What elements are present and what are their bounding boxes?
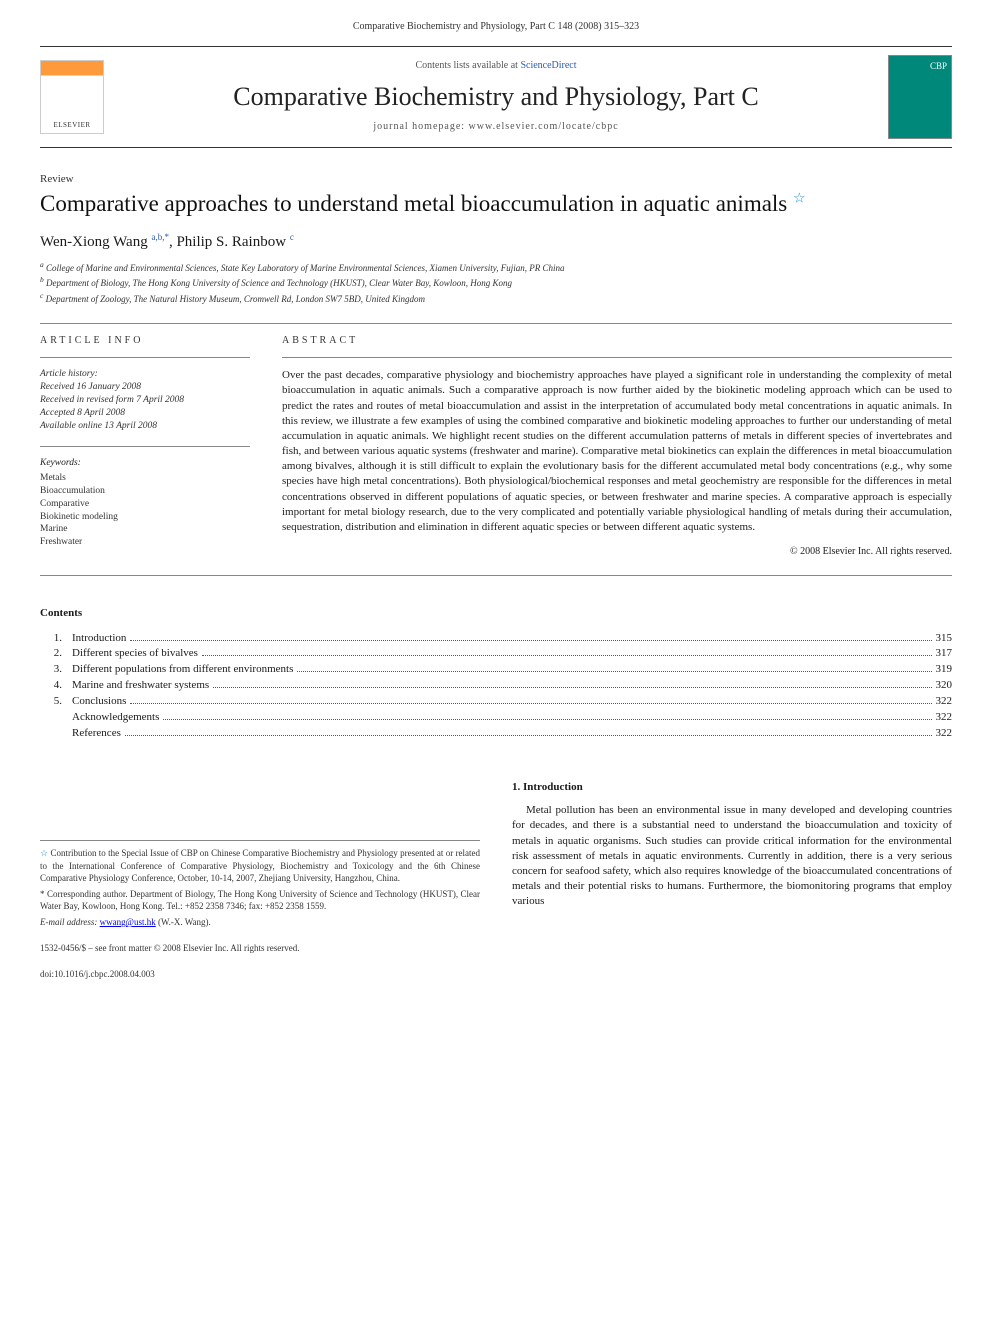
- toc-page: 322: [936, 694, 953, 709]
- contents-prefix: Contents lists available at: [415, 60, 520, 71]
- journal-cover-thumbnail: CBP: [888, 55, 952, 139]
- toc-label: References: [72, 726, 121, 741]
- affiliation: a College of Marine and Environmental Sc…: [40, 260, 952, 274]
- affiliation-list: a College of Marine and Environmental Sc…: [40, 260, 952, 304]
- author: Wen-Xiong Wang a,b,*: [40, 234, 169, 250]
- toc-page: 320: [936, 678, 953, 693]
- author: Philip S. Rainbow c: [176, 234, 293, 250]
- contents-available-line: Contents lists available at ScienceDirec…: [120, 59, 872, 73]
- author-email-link[interactable]: wwang@ust.hk: [100, 917, 156, 927]
- divider: [282, 357, 952, 358]
- toc-label: Marine and freshwater systems: [72, 678, 209, 693]
- footnotes: ☆ Contribution to the Special Issue of C…: [40, 840, 480, 928]
- history-revised: Received in revised form 7 April 2008: [40, 394, 250, 407]
- toc-row[interactable]: 5. Conclusions 322: [40, 694, 952, 709]
- toc-leader-dots: [130, 640, 931, 641]
- history-received: Received 16 January 2008: [40, 381, 250, 394]
- title-text: Comparative approaches to understand met…: [40, 191, 787, 216]
- toc-number: 1.: [40, 631, 62, 646]
- toc-number: 2.: [40, 646, 62, 661]
- toc-number: 3.: [40, 662, 62, 677]
- toc-row[interactable]: 1. Introduction 315: [40, 631, 952, 646]
- sciencedirect-link[interactable]: ScienceDirect: [520, 60, 576, 71]
- elsevier-logo: [40, 60, 104, 134]
- divider: [40, 446, 250, 447]
- running-head: Comparative Biochemistry and Physiology,…: [40, 20, 952, 34]
- keyword: Metals: [40, 472, 250, 485]
- homepage-prefix: journal homepage:: [373, 121, 468, 132]
- abstract-text: Over the past decades, comparative physi…: [282, 368, 952, 535]
- keyword: Marine: [40, 523, 250, 536]
- toc-leader-dots: [297, 671, 931, 672]
- copyright-line: © 2008 Elsevier Inc. All rights reserved…: [282, 545, 952, 559]
- history-header: Article history:: [40, 368, 250, 381]
- table-of-contents: 1. Introduction 315 2. Different species…: [40, 631, 952, 741]
- author-list: Wen-Xiong Wang a,b,*, Philip S. Rainbow …: [40, 231, 952, 252]
- toc-page: 319: [936, 662, 953, 677]
- affiliation: b Department of Biology, The Hong Kong U…: [40, 275, 952, 289]
- toc-leader-dots: [125, 735, 932, 736]
- corresponding-footnote: * Corresponding author. Department of Bi…: [40, 888, 480, 912]
- toc-label: Conclusions: [72, 694, 126, 709]
- affiliation: c Department of Zoology, The Natural His…: [40, 291, 952, 305]
- article-info-label: ARTICLE INFO: [40, 334, 250, 348]
- toc-number: 5.: [40, 694, 62, 709]
- keyword: Bioaccumulation: [40, 485, 250, 498]
- email-suffix: (W.-X. Wang).: [158, 917, 211, 927]
- journal-homepage-url: www.elsevier.com/locate/cbpc: [469, 121, 619, 132]
- intro-paragraph: Metal pollution has been an environmenta…: [512, 803, 952, 909]
- abstract-label: ABSTRACT: [282, 334, 952, 348]
- keyword: Comparative: [40, 498, 250, 511]
- email-label: E-mail address:: [40, 917, 97, 927]
- doi-line: doi:10.1016/j.cbpc.2008.04.003: [40, 968, 480, 980]
- article-type: Review: [40, 172, 952, 187]
- contents-header: Contents: [40, 606, 952, 621]
- author-marks: c: [290, 232, 294, 242]
- email-footnote: E-mail address: wwang@ust.hk (W.-X. Wang…: [40, 916, 480, 928]
- toc-row[interactable]: Acknowledgements 322: [40, 710, 952, 725]
- keyword: Freshwater: [40, 536, 250, 549]
- divider: [40, 357, 250, 358]
- toc-label: Introduction: [72, 631, 126, 646]
- toc-row[interactable]: 2. Different species of bivalves 317: [40, 646, 952, 661]
- toc-row[interactable]: 3. Different populations from different …: [40, 662, 952, 677]
- toc-label: Different populations from different env…: [72, 662, 293, 677]
- toc-row[interactable]: 4. Marine and freshwater systems 320: [40, 678, 952, 693]
- title-footnote-mark-icon: ☆: [793, 192, 806, 207]
- journal-homepage-line: journal homepage: www.elsevier.com/locat…: [120, 120, 872, 134]
- author-name: Philip S. Rainbow: [176, 234, 286, 250]
- toc-page: 317: [936, 646, 953, 661]
- toc-label: Different species of bivalves: [72, 646, 198, 661]
- article-history: Article history: Received 16 January 200…: [40, 368, 250, 432]
- author-name: Wen-Xiong Wang: [40, 234, 148, 250]
- toc-leader-dots: [130, 703, 931, 704]
- toc-page: 315: [936, 631, 953, 646]
- author-marks: a,b,*: [151, 232, 169, 242]
- history-online: Available online 13 April 2008: [40, 420, 250, 433]
- keywords-header: Keywords:: [40, 457, 250, 470]
- history-accepted: Accepted 8 April 2008: [40, 407, 250, 420]
- keywords-list: Metals Bioaccumulation Comparative Bioki…: [40, 472, 250, 549]
- toc-label: Acknowledgements: [72, 710, 159, 725]
- article-title: Comparative approaches to understand met…: [40, 190, 952, 219]
- divider: [40, 575, 952, 576]
- asterisk-icon: *: [40, 889, 45, 899]
- toc-leader-dots: [202, 655, 932, 656]
- toc-leader-dots: [163, 719, 931, 720]
- toc-page: 322: [936, 726, 953, 741]
- contribution-footnote: ☆ Contribution to the Special Issue of C…: [40, 847, 480, 883]
- issn-line: 1532-0456/$ – see front matter © 2008 El…: [40, 942, 480, 954]
- keyword: Biokinetic modeling: [40, 511, 250, 524]
- journal-name: Comparative Biochemistry and Physiology,…: [120, 79, 872, 114]
- toc-row[interactable]: References 322: [40, 726, 952, 741]
- divider: [40, 323, 952, 324]
- star-icon: ☆: [40, 848, 48, 858]
- toc-page: 322: [936, 710, 953, 725]
- intro-heading: 1. Introduction: [512, 780, 952, 795]
- journal-masthead: Contents lists available at ScienceDirec…: [40, 46, 952, 148]
- toc-number: 4.: [40, 678, 62, 693]
- toc-leader-dots: [213, 687, 931, 688]
